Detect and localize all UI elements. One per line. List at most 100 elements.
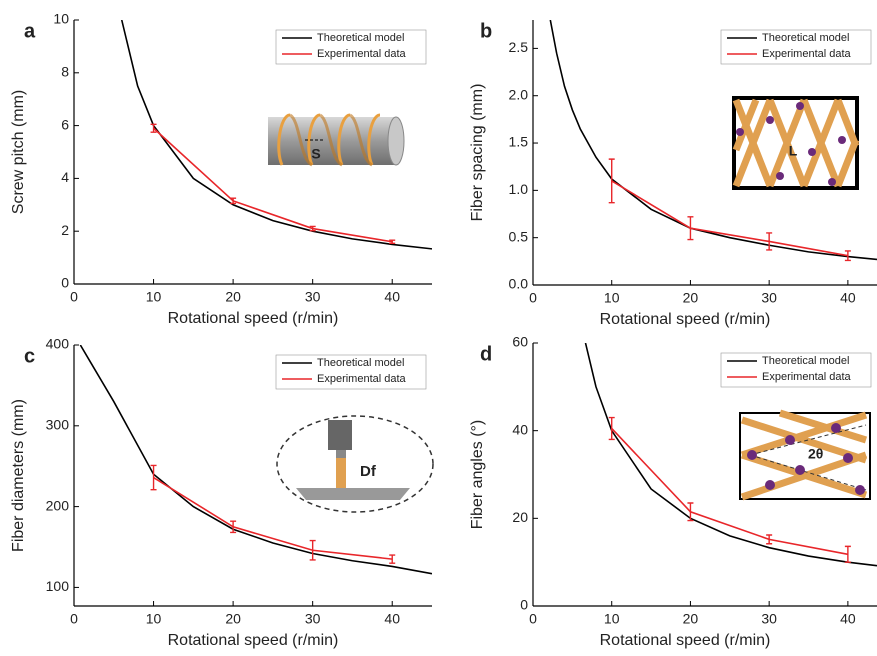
error-bar bbox=[309, 225, 316, 232]
series-line bbox=[153, 127, 393, 243]
y-tick-label: 2 bbox=[61, 222, 69, 238]
x-tick-label: 40 bbox=[840, 611, 856, 627]
legend-label: Theoretical model bbox=[762, 355, 849, 367]
series-line bbox=[584, 343, 877, 567]
panel-label: b bbox=[480, 20, 492, 42]
series-line bbox=[120, 20, 432, 250]
x-tick-label: 30 bbox=[305, 611, 321, 627]
y-tick-label: 0 bbox=[520, 597, 528, 613]
error-bar bbox=[766, 232, 773, 251]
y-tick-label: 1.5 bbox=[509, 134, 529, 150]
inset-label: S bbox=[311, 146, 320, 162]
legend-box bbox=[720, 352, 872, 388]
y-tick-label: 4 bbox=[61, 169, 69, 185]
x-tick-label: 10 bbox=[604, 611, 620, 627]
inset-mesh: L bbox=[732, 96, 860, 190]
x-tick-label: 40 bbox=[384, 289, 400, 305]
error-bar bbox=[687, 502, 694, 522]
series-line bbox=[611, 427, 849, 556]
y-tick-label: 300 bbox=[46, 417, 70, 433]
x-tick-label: 20 bbox=[225, 289, 241, 305]
y-tick-label: 200 bbox=[46, 497, 70, 513]
y-tick-label: 20 bbox=[512, 509, 528, 525]
legend-label: Theoretical model bbox=[317, 32, 404, 44]
inset-angle: 2θ bbox=[739, 409, 871, 501]
x-tick-label: 0 bbox=[70, 611, 78, 627]
x-axis-label: Rotational speed (r/min) bbox=[168, 310, 339, 327]
error-bar bbox=[608, 158, 615, 204]
error-bar bbox=[608, 416, 615, 441]
y-tick-label: 10 bbox=[53, 11, 69, 27]
x-tick-label: 20 bbox=[225, 611, 241, 627]
y-tick-label: 1.0 bbox=[509, 181, 529, 197]
legend-label: Theoretical model bbox=[762, 32, 849, 44]
x-tick-label: 0 bbox=[529, 290, 537, 306]
error-bar bbox=[389, 239, 396, 245]
y-axis-label: Fiber diameters (mm) bbox=[10, 399, 27, 552]
y-tick-label: 60 bbox=[512, 334, 528, 350]
error-bar bbox=[309, 539, 316, 561]
legend-label: Experimental data bbox=[317, 48, 407, 60]
panel-label: a bbox=[24, 20, 36, 42]
panel-label: c bbox=[24, 345, 35, 367]
y-tick-label: 2.5 bbox=[509, 39, 529, 55]
error-bar bbox=[766, 534, 773, 545]
inset-label: L bbox=[789, 143, 798, 159]
y-tick-label: 0 bbox=[61, 275, 69, 291]
panel: 0 10 20 30 40 100 200 300 400 Rotational speed (r… bbox=[10, 336, 432, 649]
x-tick-label: 20 bbox=[683, 290, 699, 306]
x-tick-label: 10 bbox=[146, 611, 162, 627]
error-bar bbox=[389, 554, 396, 564]
x-tick-label: 30 bbox=[305, 289, 321, 305]
error-bar bbox=[687, 216, 694, 241]
legend-label: Theoretical model bbox=[317, 357, 404, 369]
x-tick-label: 0 bbox=[70, 289, 78, 305]
panel: 0 10 20 30 40 0 20 40 60 Rotational speed (r/min)… bbox=[469, 334, 877, 649]
x-axis-label: Rotational speed (r/min) bbox=[600, 311, 771, 328]
y-axis-label: Fiber spacing (mm) bbox=[469, 84, 486, 222]
error-bar bbox=[150, 123, 157, 133]
panel: 0 10 20 30 40 0 2 4 6 8 10 Rotational speed (r/min)… bbox=[10, 11, 432, 327]
legend-label: Experimental data bbox=[762, 371, 852, 383]
x-axis-label: Rotational speed (r/min) bbox=[600, 632, 771, 649]
inset-label: Df bbox=[360, 463, 377, 480]
x-tick-label: 40 bbox=[384, 611, 400, 627]
series-line bbox=[549, 20, 877, 261]
error-bar bbox=[230, 197, 237, 205]
inset-screw: S bbox=[268, 113, 405, 167]
y-tick-label: 8 bbox=[61, 64, 69, 80]
error-bar bbox=[844, 250, 851, 262]
y-tick-label: 40 bbox=[512, 421, 528, 437]
y-tick-label: 2.0 bbox=[509, 86, 529, 102]
inset-nozzle: Df bbox=[276, 415, 434, 513]
y-tick-label: 0.0 bbox=[509, 276, 529, 292]
panel: 0 10 20 30 40 0.0 0.5 1.0 1.5 2.0 2.5 Rotational sp… bbox=[469, 20, 877, 328]
x-tick-label: 30 bbox=[761, 290, 777, 306]
legend-box bbox=[720, 29, 872, 65]
legend-box bbox=[275, 354, 427, 390]
x-tick-label: 10 bbox=[604, 290, 620, 306]
series-line bbox=[611, 180, 849, 257]
x-tick-label: 0 bbox=[529, 611, 537, 627]
x-tick-label: 10 bbox=[146, 289, 162, 305]
error-bar bbox=[150, 464, 157, 491]
series-line bbox=[153, 476, 393, 560]
y-tick-label: 6 bbox=[61, 116, 69, 132]
x-tick-label: 40 bbox=[840, 290, 856, 306]
error-bar bbox=[230, 520, 237, 534]
y-axis-label: Screw pitch (mm) bbox=[10, 90, 27, 214]
x-tick-label: 30 bbox=[761, 611, 777, 627]
y-tick-label: 100 bbox=[46, 578, 70, 594]
legend-box bbox=[275, 29, 427, 65]
error-bar bbox=[844, 545, 851, 563]
y-tick-label: 0.5 bbox=[509, 228, 529, 244]
legend-label: Experimental data bbox=[762, 48, 852, 60]
y-axis-label: Fiber angles (°) bbox=[469, 420, 486, 530]
panel-label: d bbox=[480, 343, 492, 365]
x-tick-label: 20 bbox=[683, 611, 699, 627]
legend-label: Experimental data bbox=[317, 373, 407, 385]
y-tick-label: 400 bbox=[46, 336, 70, 352]
x-axis-label: Rotational speed (r/min) bbox=[168, 632, 339, 649]
inset-label: 2θ bbox=[808, 446, 823, 462]
